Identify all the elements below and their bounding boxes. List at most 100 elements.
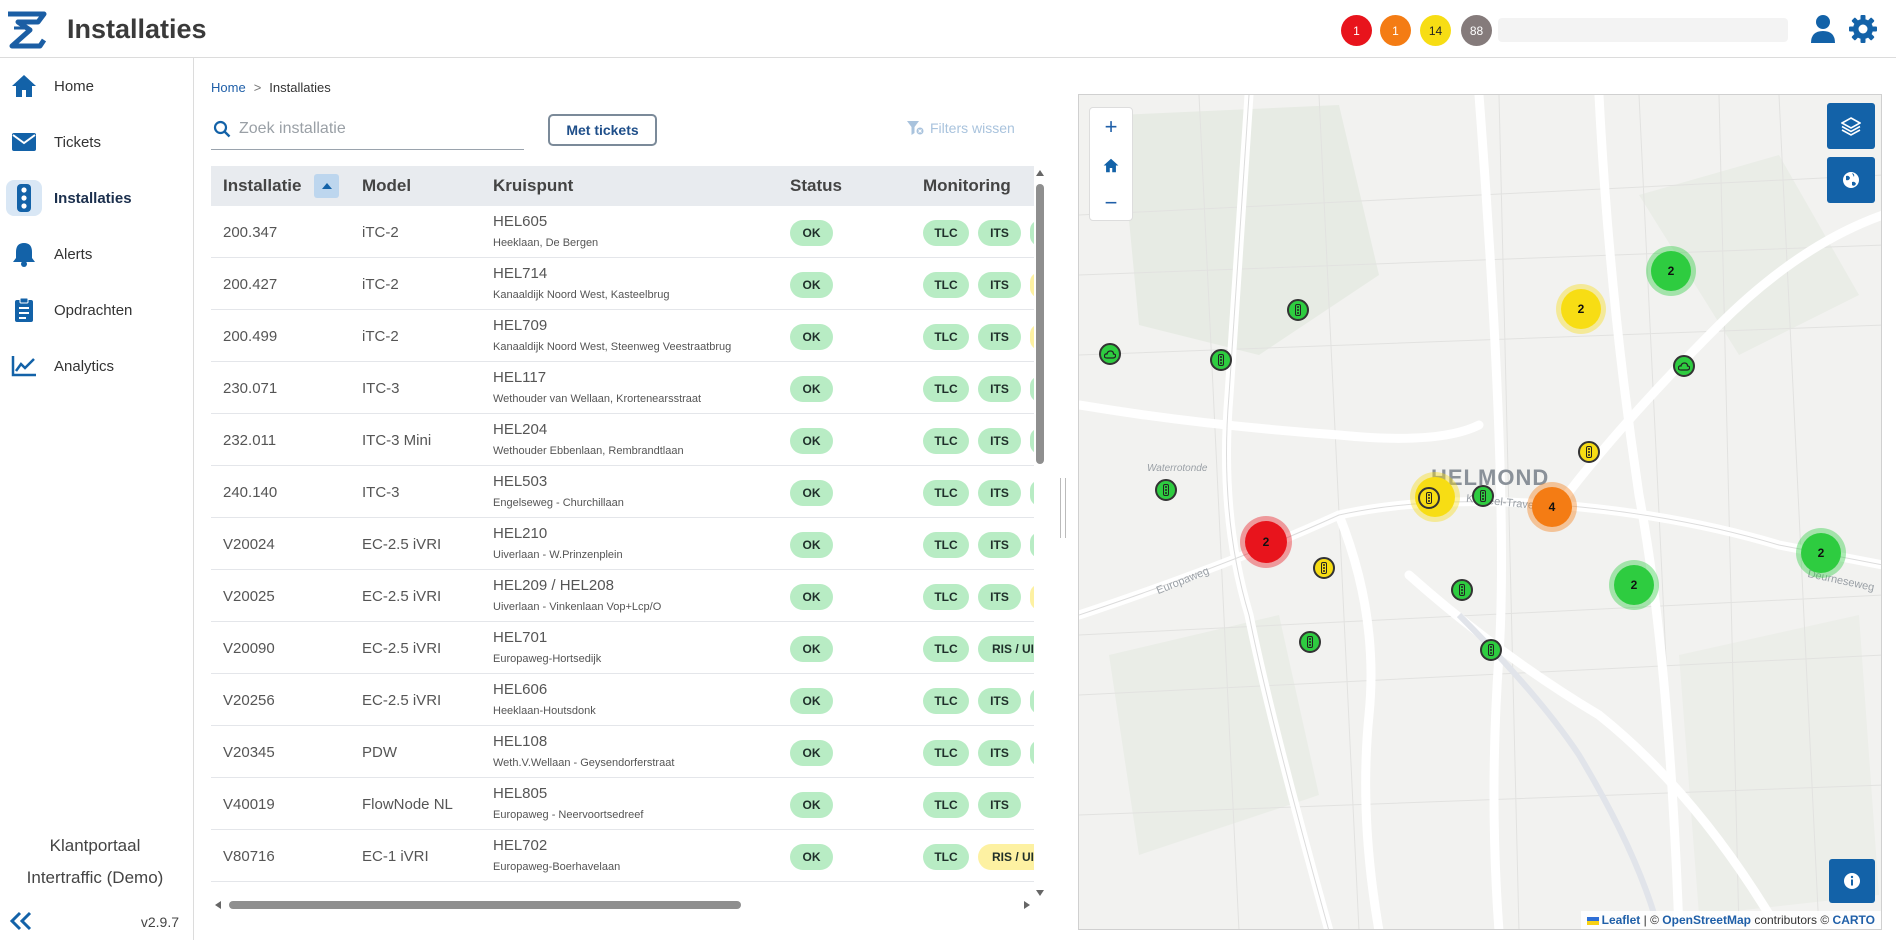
breadcrumb-home-link[interactable]: Home — [211, 80, 246, 95]
monitoring-badge-tlc: TLC — [923, 324, 969, 350]
info-icon — [1844, 873, 1860, 889]
column-header-monitoring[interactable]: Monitoring — [923, 176, 1011, 195]
cell-kruispunt-adres: Kanaaldijk Noord West, Steenweg Veestraa… — [493, 341, 732, 353]
app-logo-icon[interactable] — [4, 8, 48, 52]
carto-link[interactable]: CARTO — [1832, 913, 1875, 927]
table-row[interactable]: 200.499 iTC-2 HEL709 Kanaaldijk Noord West,… — [211, 310, 1034, 362]
leaflet-link[interactable]: Leaflet — [1601, 913, 1641, 927]
alert-count-yellow[interactable]: 14 — [1420, 15, 1451, 46]
map-traffic-light-marker-icon[interactable] — [1578, 441, 1600, 463]
map-traffic-light-marker-icon[interactable] — [1155, 479, 1177, 501]
cell-kruispunt-adres: Wethouder van Wellaan, Krortenearsstraat — [493, 393, 702, 405]
map-globe-button[interactable] — [1827, 157, 1875, 203]
map-traffic-light-marker-icon[interactable] — [1299, 631, 1321, 653]
search-input[interactable] — [239, 116, 519, 142]
sidebar: Home Tickets Installaties Alerts Opdrach… — [0, 58, 194, 940]
chart-line-icon — [6, 348, 42, 384]
map-cluster-marker[interactable]: 2 — [1651, 251, 1691, 291]
table-row[interactable]: V80716 EC-1 iVRI HEL702 Europaweg-Boerhavel… — [211, 830, 1034, 882]
sort-ascending-icon[interactable] — [314, 174, 339, 198]
cell-installatie: 200.499 — [223, 328, 278, 345]
sidebar-item-installaties[interactable]: Installaties — [4, 178, 190, 218]
sidebar-item-home[interactable]: Home — [4, 66, 190, 106]
cell-model: EC-2.5 iVRI — [362, 536, 442, 553]
table-row[interactable]: 240.140 ITC-3 HEL503 Engelseweg - Churchill… — [211, 466, 1034, 518]
panel-resize-handle[interactable] — [1060, 478, 1066, 538]
map-layers-button[interactable] — [1827, 103, 1875, 149]
cell-kruispunt: HEL605 — [493, 213, 548, 230]
alert-count-red[interactable]: 1 — [1341, 15, 1372, 46]
table-row[interactable]: 200.347 iTC-2 HEL605 Heeklaan, De Bergen OK T… — [211, 206, 1034, 258]
table-row[interactable]: 200.427 iTC-2 HEL714 Kanaaldijk Noord West,… — [211, 258, 1034, 310]
alert-count-grey[interactable]: 88 — [1461, 15, 1492, 46]
table-row[interactable]: V20345 PDW HEL108 Weth.V.Wellaan - Geysendo… — [211, 726, 1034, 778]
map-cluster-marker[interactable]: 2 — [1245, 521, 1287, 563]
scrollbar-thumb[interactable] — [1036, 184, 1044, 464]
envelope-icon — [6, 124, 42, 160]
sidebar-item-analytics[interactable]: Analytics — [4, 346, 190, 386]
map-cloud-marker-icon[interactable] — [1099, 343, 1121, 365]
map-traffic-light-marker-icon[interactable] — [1472, 485, 1494, 507]
map-cluster-marker[interactable]: 2 — [1801, 533, 1841, 573]
user-icon[interactable] — [1810, 14, 1836, 44]
sidebar-item-alerts[interactable]: Alerts — [4, 234, 190, 274]
map-home-button[interactable] — [1090, 146, 1132, 184]
monitoring-badge: ITS — [978, 272, 1021, 298]
scrollbar-thumb[interactable] — [229, 901, 741, 909]
sidebar-item-opdrachten[interactable]: Opdrachten — [4, 290, 190, 330]
sidebar-item-label: Opdrachten — [54, 301, 133, 319]
sidebar-item-tickets[interactable]: Tickets — [4, 122, 190, 162]
table-row[interactable]: 232.011 ITC-3 Mini HEL204 Wethouder Ebbenla… — [211, 414, 1034, 466]
map-cluster-marker[interactable]: 2 — [1614, 565, 1654, 605]
monitoring-badge — [1030, 740, 1034, 766]
page-title: Installaties — [67, 14, 207, 44]
monitoring-badge: ITS — [978, 376, 1021, 402]
column-header-kruispunt[interactable]: Kruispunt — [493, 176, 574, 195]
map-cluster-marker[interactable]: 2 — [1561, 289, 1601, 329]
map-traffic-light-marker-icon[interactable] — [1480, 639, 1502, 661]
map-traffic-light-marker-icon[interactable] — [1210, 349, 1232, 371]
map-cluster-marker[interactable]: 4 — [1532, 487, 1572, 527]
table-row[interactable]: V20025 EC-2.5 iVRI HEL209 / HEL208 Uiverlaa… — [211, 570, 1034, 622]
table-horizontal-scrollbar[interactable] — [211, 898, 1034, 912]
met-tickets-button[interactable]: Met tickets — [548, 114, 657, 146]
sidebar-item-label: Tickets — [54, 133, 101, 151]
table-row[interactable]: HEL802 — [211, 882, 1034, 888]
monitoring-badge-tlc: TLC — [923, 844, 969, 870]
map-traffic-light-marker-icon[interactable] — [1287, 299, 1309, 321]
column-header-model[interactable]: Model — [362, 176, 412, 195]
table-header: Installatie Model Kruispunt Status Monit… — [211, 166, 1034, 206]
table-vertical-scrollbar[interactable] — [1035, 170, 1045, 896]
bell-icon — [6, 236, 42, 272]
layers-icon — [1841, 117, 1861, 136]
table-row[interactable]: V40019 FlowNode NL HEL805 Europaweg - Neerv… — [211, 778, 1034, 830]
flag-icon — [1586, 916, 1599, 925]
gear-icon[interactable] — [1848, 14, 1878, 44]
openstreetmap-link[interactable]: OpenStreetMap — [1662, 913, 1751, 927]
table-row[interactable]: 230.071 ITC-3 HEL117 Wethouder van Wellaan,… — [211, 362, 1034, 414]
map-traffic-light-marker-icon[interactable] — [1313, 557, 1335, 579]
filters-wissen-button[interactable]: Filters wissen — [906, 120, 1015, 136]
status-badge: OK — [790, 272, 833, 298]
zoom-out-button[interactable]: − — [1104, 190, 1118, 215]
map-view[interactable]: HELMOND Waterrotonde Kasteel-Traverse Eu… — [1078, 94, 1882, 930]
map-cloud-marker-icon[interactable] — [1673, 355, 1695, 377]
map-info-button[interactable] — [1829, 859, 1875, 903]
table-row[interactable]: V20024 EC-2.5 iVRI HEL210 Uiverlaan - W.Pri… — [211, 518, 1034, 570]
map-traffic-light-marker-icon[interactable] — [1451, 579, 1473, 601]
monitoring-badge — [1030, 220, 1034, 246]
column-header-status[interactable]: Status — [790, 176, 842, 195]
alert-count-orange[interactable]: 1 — [1380, 15, 1411, 46]
table-row[interactable]: V20090 EC-2.5 iVRI HEL701 Europaweg-Hortsed… — [211, 622, 1034, 674]
collapse-sidebar-icon[interactable] — [8, 910, 34, 932]
user-info-redacted — [1498, 18, 1788, 42]
monitoring-badge — [1030, 480, 1034, 506]
table-row[interactable]: V20256 EC-2.5 iVRI HEL606 Heeklaan-Houtsdon… — [211, 674, 1034, 726]
monitoring-badge — [1030, 688, 1034, 714]
column-header-installatie[interactable]: Installatie — [223, 176, 302, 195]
map-traffic-light-marker-icon[interactable] — [1418, 487, 1440, 509]
cell-kruispunt: HEL714 — [493, 265, 548, 282]
cell-kruispunt-adres: Uiverlaan - W.Prinzenplein — [493, 549, 623, 561]
zoom-in-button[interactable]: + — [1104, 114, 1118, 139]
monitoring-badge: RIS / UI — [978, 844, 1034, 870]
